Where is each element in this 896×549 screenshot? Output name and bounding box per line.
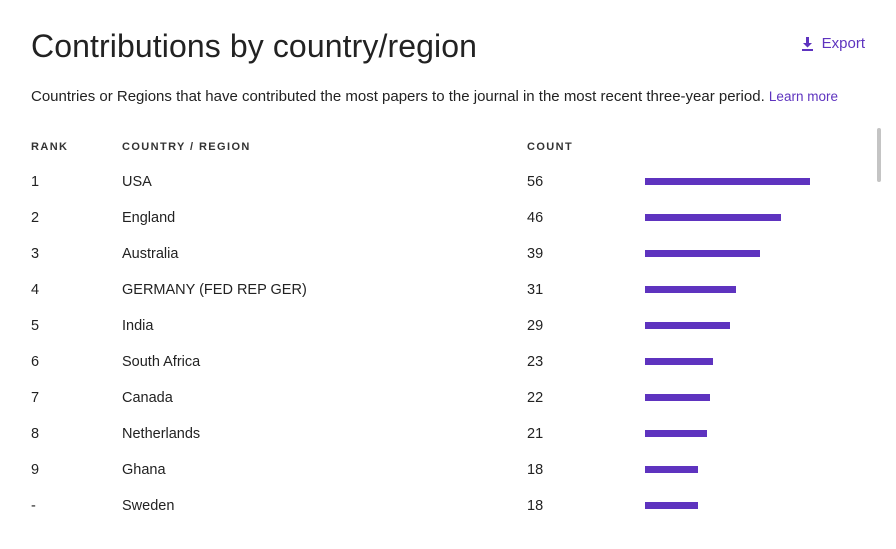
contributions-table: 1 USA 56 2 England 46 3 Australia 39 4 GERMANY (FE… [0, 165, 870, 525]
row-country: USA [122, 174, 152, 190]
table-row: 7 Canada 22 [0, 381, 870, 417]
row-rank: 9 [31, 462, 40, 478]
scrollbar[interactable] [877, 128, 881, 182]
row-country: GERMANY (FED REP GER) [122, 282, 307, 298]
row-count: 31 [527, 282, 544, 298]
row-country: India [122, 318, 154, 334]
count-bar [645, 178, 810, 185]
count-bar [645, 430, 707, 437]
table-row: 1 USA 56 [0, 165, 870, 201]
row-rank: 8 [31, 426, 40, 442]
count-bar [645, 358, 713, 365]
row-rank: 7 [31, 390, 40, 406]
row-count: 29 [527, 318, 544, 334]
row-rank: 2 [31, 210, 40, 226]
count-bar [645, 394, 710, 401]
column-header-country: COUNTRY / REGION [122, 141, 251, 153]
column-header-rank: RANK [31, 141, 69, 153]
row-country: Netherlands [122, 426, 201, 442]
row-country: Sweden [122, 498, 175, 514]
count-bar [645, 286, 736, 293]
count-bar [645, 250, 760, 257]
table-row: 3 Australia 39 [0, 237, 870, 273]
column-header-count: COUNT [527, 141, 574, 153]
count-bar [645, 322, 730, 329]
row-country: Ghana [122, 462, 166, 478]
count-bar [645, 466, 698, 473]
row-rank: - [31, 498, 36, 514]
row-rank: 4 [31, 282, 40, 298]
count-bar [645, 502, 698, 509]
row-count: 18 [527, 498, 544, 514]
table-row: 4 GERMANY (FED REP GER) 31 [0, 273, 870, 309]
learn-more-link[interactable]: Learn more [768, 89, 838, 104]
row-country: South Africa [122, 354, 201, 370]
row-country: Canada [122, 390, 173, 406]
table-row: 8 Netherlands 21 [0, 417, 870, 453]
row-count: 18 [527, 462, 544, 478]
row-country: Australia [122, 246, 179, 262]
row-count: 56 [527, 174, 544, 190]
row-rank: 3 [31, 246, 40, 262]
table-row: - Sweden 18 [0, 489, 870, 525]
row-rank: 1 [31, 174, 40, 190]
page-description: Countries or Regions that have contribut… [31, 88, 838, 105]
row-country: England [122, 210, 176, 226]
table-row: 5 India 29 [0, 309, 870, 345]
download-icon [801, 36, 814, 51]
row-rank: 6 [31, 354, 40, 370]
row-count: 39 [527, 246, 544, 262]
row-count: 46 [527, 210, 544, 226]
row-count: 21 [527, 426, 544, 442]
description-text: Countries or Regions that have contribut… [31, 88, 765, 105]
export-label: Export [821, 35, 865, 52]
row-rank: 5 [31, 318, 40, 334]
table-row: 9 Ghana 18 [0, 453, 870, 489]
page-title: Contributions by country/region [31, 28, 478, 64]
export-button[interactable]: Export [801, 35, 865, 52]
count-bar [645, 214, 781, 221]
table-row: 2 England 46 [0, 201, 870, 237]
table-row: 6 South Africa 23 [0, 345, 870, 381]
row-count: 23 [527, 354, 544, 370]
row-count: 22 [527, 390, 544, 406]
